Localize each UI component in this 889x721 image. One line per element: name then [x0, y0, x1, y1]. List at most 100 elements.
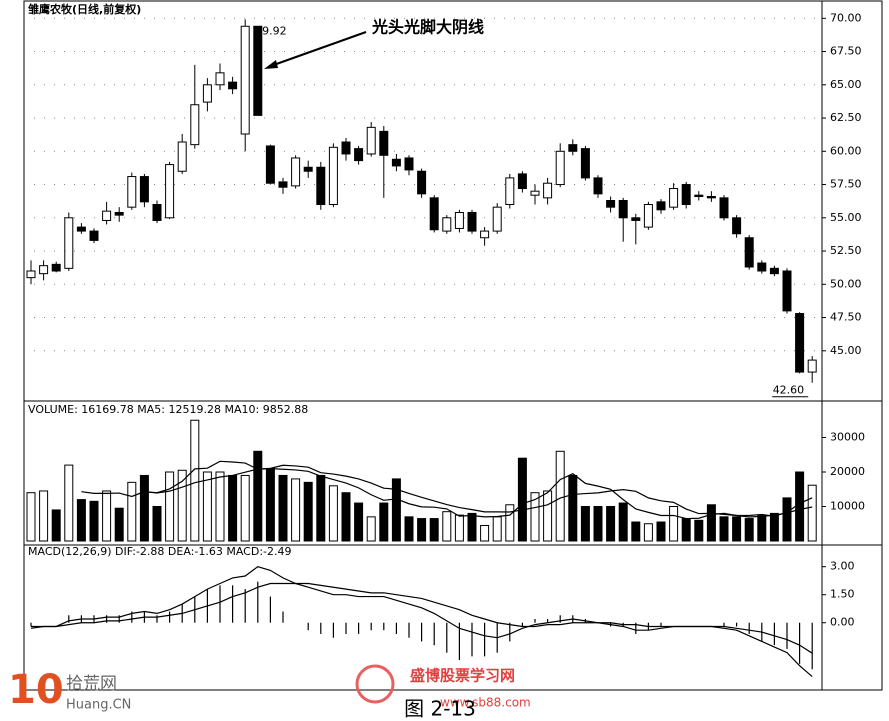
volume-bar [139, 474, 149, 542]
candle-body [467, 211, 477, 232]
volume-bar [593, 506, 603, 542]
candle-body [89, 230, 99, 241]
y-tick-label: 45.00 [830, 344, 862, 357]
y-tick-label: 55.00 [830, 211, 862, 224]
candle-body [316, 166, 326, 205]
candle-body [429, 197, 439, 231]
volume-bar [291, 478, 301, 542]
candle-body [102, 210, 112, 221]
candle-body [76, 226, 86, 232]
volume-bar [782, 497, 792, 542]
candle-body [555, 150, 565, 186]
y-tick-label: 65.00 [830, 78, 862, 91]
legend-value: -1.63 [194, 545, 222, 558]
candle-body [769, 267, 779, 275]
candle-body [391, 158, 401, 167]
volume-bar [391, 478, 401, 542]
candle-body [530, 190, 540, 196]
volume-bar [732, 516, 742, 542]
volume-bar [454, 514, 464, 542]
candle-body [719, 197, 729, 219]
volume-bar [64, 464, 74, 542]
candle-body [694, 194, 704, 198]
volume-bar [303, 481, 313, 542]
candle-body [442, 217, 452, 232]
volume-bar [328, 485, 338, 542]
volume-bar [114, 507, 124, 542]
volume-bar [190, 419, 200, 542]
candle-body [354, 148, 364, 162]
watermark: 10 [8, 667, 64, 713]
volume-bar [744, 518, 754, 542]
candle-body [782, 270, 792, 312]
volume-bar [89, 500, 99, 542]
y-tick-label: 62.50 [830, 111, 862, 124]
volume-bar [694, 519, 704, 542]
candle-body [568, 144, 578, 152]
volume-bar [631, 521, 641, 542]
candle-body [593, 177, 603, 195]
y-tick-label: 30000 [830, 431, 865, 444]
volume-bar [568, 474, 578, 542]
outer-frame [23, 0, 883, 691]
volume-bar [606, 506, 616, 542]
volume-bar [165, 471, 175, 542]
candle-body [706, 196, 716, 199]
candle-body [404, 157, 414, 171]
candle-body [291, 157, 301, 187]
volume-bar [480, 524, 490, 542]
candle-body [265, 145, 275, 184]
candle-body [328, 146, 338, 205]
candle-body [177, 141, 187, 172]
volume-bar [341, 492, 351, 542]
line-series [81, 460, 813, 520]
y-tick-label: 50.00 [830, 277, 862, 290]
candle-body [303, 166, 313, 172]
volume-bar [706, 504, 716, 542]
candle-body [631, 217, 641, 221]
volume-bar [127, 481, 137, 542]
plot: 70.00 67.50 65.00 62.50 60.00 57.50 55.00 52.50… [24, 11, 865, 678]
candle-body [139, 176, 149, 203]
y-tick-label: 20000 [830, 465, 865, 478]
volume-bar [429, 518, 439, 542]
chart-title: 雏鹰农牧(日线,前复权) [28, 2, 141, 16]
volume-bar [555, 450, 565, 542]
legend-value: 9852.88 [263, 403, 309, 416]
legend-value: 16169.78 [81, 403, 134, 416]
volume-bar [379, 502, 389, 542]
volume-bar [492, 516, 502, 542]
candle-body [492, 206, 502, 232]
y-tick-label: 3.00 [830, 560, 855, 573]
y-tick-label: 70.00 [830, 11, 862, 24]
volume-bar [442, 511, 452, 542]
candle-body [505, 177, 515, 205]
volume-bar [177, 469, 187, 542]
candle-body [215, 72, 225, 86]
candle-body [580, 148, 590, 179]
volume-bar [253, 450, 263, 542]
y-tick-label: 57.50 [830, 178, 862, 191]
candle-body [732, 217, 742, 235]
candle-body [190, 104, 200, 146]
annotation: 光头光脚大阴线 [371, 18, 484, 37]
candle-body [454, 211, 464, 229]
candle-body [165, 164, 175, 219]
candle-body [669, 188, 679, 208]
candle-body [543, 182, 553, 199]
candle-body [341, 141, 351, 155]
volume-bar [152, 506, 162, 542]
candle-body [643, 203, 653, 228]
y-tick-label: 47.50 [830, 311, 862, 324]
high-label: 69.92 [255, 24, 287, 37]
y-tick-label: 10000 [830, 500, 865, 513]
legend-label: MA5: [137, 403, 165, 416]
line-series [31, 582, 813, 654]
y-tick-label: 1.50 [830, 588, 855, 601]
candle-body [606, 200, 616, 208]
arrow-head [264, 60, 278, 69]
watermark: Huang.CN [66, 698, 131, 713]
watermark: www.sb88.com [440, 696, 531, 710]
volume-bar [769, 512, 779, 542]
